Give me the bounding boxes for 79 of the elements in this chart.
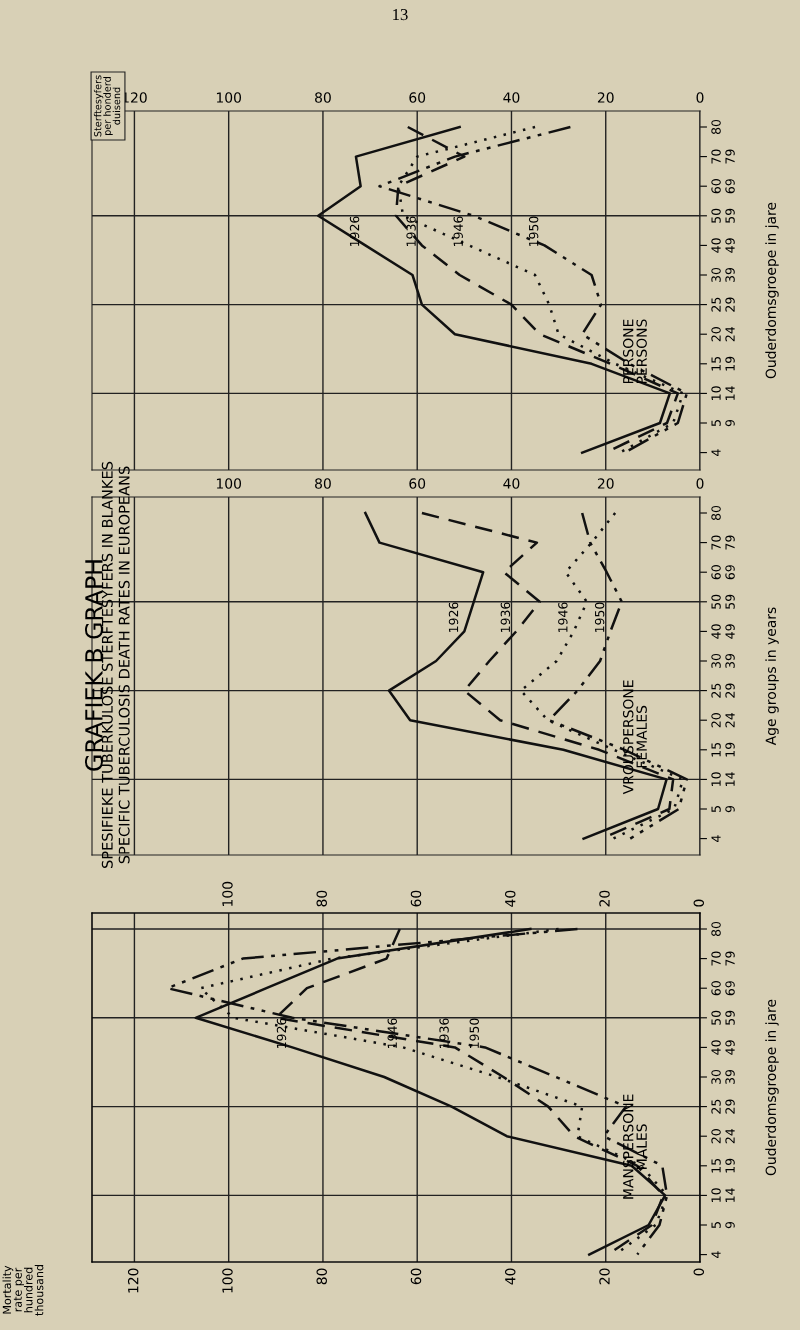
- y-tick-label: 40 49: [711, 624, 735, 639]
- x-tick-label: 0: [696, 478, 704, 489]
- text: 1950: [594, 602, 605, 633]
- x2-tick-label: 100: [222, 881, 233, 906]
- y-tick-label: 5 9: [711, 805, 735, 813]
- x-tick-label: 20: [597, 92, 614, 103]
- x2-tick-label: 40: [505, 890, 516, 907]
- y-tick-label: 80: [711, 921, 721, 937]
- text: 1926: [276, 1018, 287, 1049]
- y-tick-label: 20 24: [711, 1128, 735, 1144]
- x-tick-label: 60: [409, 92, 426, 103]
- text: 1946: [558, 602, 568, 633]
- y-tick-label: 40 49: [711, 238, 735, 253]
- y-tick-label: 20 24: [711, 326, 735, 342]
- text: 1936: [406, 216, 416, 247]
- y-tick-label: 70 79: [711, 149, 735, 164]
- annotation: Sterftesyfers per honderd duisend: [93, 75, 121, 137]
- y-tick-label: 4: [711, 1251, 721, 1258]
- y-tick-label: 5 9: [711, 419, 735, 427]
- y-tick-label: 15 19: [711, 1158, 735, 1173]
- text: 1926: [349, 216, 360, 247]
- x-tick-label: 40: [505, 1268, 516, 1285]
- y-tick-label: 10 14: [711, 1188, 735, 1202]
- text: 1926: [448, 602, 459, 633]
- x-tick-label: 20: [597, 478, 614, 489]
- y-axis-title: Ouderdomsgroepe in jare: [765, 999, 779, 1176]
- y-tick-label: 5 9: [711, 1221, 735, 1229]
- x2-tick-label: 20: [599, 890, 610, 907]
- x-tick-label: 120: [127, 1268, 139, 1293]
- y-tick-label: 30 39: [711, 1069, 735, 1084]
- y-tick-label: 25 29: [711, 683, 735, 698]
- x2-tick-label: 0: [693, 899, 705, 907]
- y-tick-label: 50 59: [711, 594, 735, 609]
- x-tick-label: 100: [216, 478, 242, 489]
- text: Mortality rate per hundred thousand: [2, 1265, 44, 1316]
- x-tick-label: 40: [503, 478, 520, 489]
- y-tick-label: 60 69: [711, 179, 735, 194]
- y-tick-label: 60 69: [711, 981, 735, 996]
- y-tick-label: 4: [711, 835, 721, 842]
- y-tick-label: 10 14: [711, 772, 735, 786]
- x-tick-label: 80: [315, 478, 331, 489]
- y-tick-label: 20 24: [711, 712, 735, 728]
- y-axis-title: Ouderdomsgroepe in jare: [765, 202, 779, 379]
- x-tick-label: 0: [693, 1268, 705, 1276]
- x2-tick-label: 60: [410, 890, 422, 907]
- y-tick-label: 30 39: [711, 267, 735, 282]
- annotation: VROUSPERSONE FEMALES: [622, 680, 647, 795]
- text: 1950: [528, 216, 539, 247]
- y-tick-label: 50 59: [711, 1010, 735, 1025]
- y-tick-label: 4: [711, 449, 721, 456]
- y-tick-label: 50 59: [711, 208, 735, 223]
- x-tick-label: 100: [216, 92, 242, 103]
- y-tick-label: 15 19: [711, 742, 735, 757]
- x-tick-label: 0: [696, 92, 704, 103]
- y-tick-label: 25 29: [711, 297, 735, 312]
- x-tick-label: 100: [222, 1268, 233, 1293]
- y-tick-label: 70 79: [711, 951, 735, 966]
- x-tick-label: 80: [316, 1268, 327, 1285]
- text: 1936: [500, 602, 511, 633]
- y-tick-label: 30 39: [711, 653, 735, 668]
- text: 1946: [453, 216, 463, 247]
- y-tick-label: 40 49: [711, 1040, 735, 1055]
- y-tick-label: 80: [711, 505, 721, 521]
- y-tick-label: 25 29: [711, 1099, 735, 1114]
- y-tick-label: 15 19: [711, 356, 735, 371]
- text: 13: [393, 8, 408, 21]
- annotation: PERSONE PERSONS: [622, 319, 647, 384]
- y-tick-label: 80: [711, 119, 721, 135]
- y-tick-label: 70 79: [711, 535, 735, 550]
- text: 1950: [469, 1018, 479, 1049]
- y-tick-label: 60 69: [711, 565, 735, 580]
- x-tick-label: 80: [315, 92, 331, 103]
- x2-tick-label: 80: [316, 890, 327, 907]
- y-axis-title: Age groups in years: [765, 607, 779, 746]
- x-tick-label: 60: [410, 1268, 422, 1285]
- y-tick-label: 10 14: [711, 386, 735, 400]
- x-tick-label: 60: [409, 478, 426, 489]
- x-tick-label: 40: [503, 92, 520, 103]
- x-tick-label: 20: [599, 1268, 610, 1285]
